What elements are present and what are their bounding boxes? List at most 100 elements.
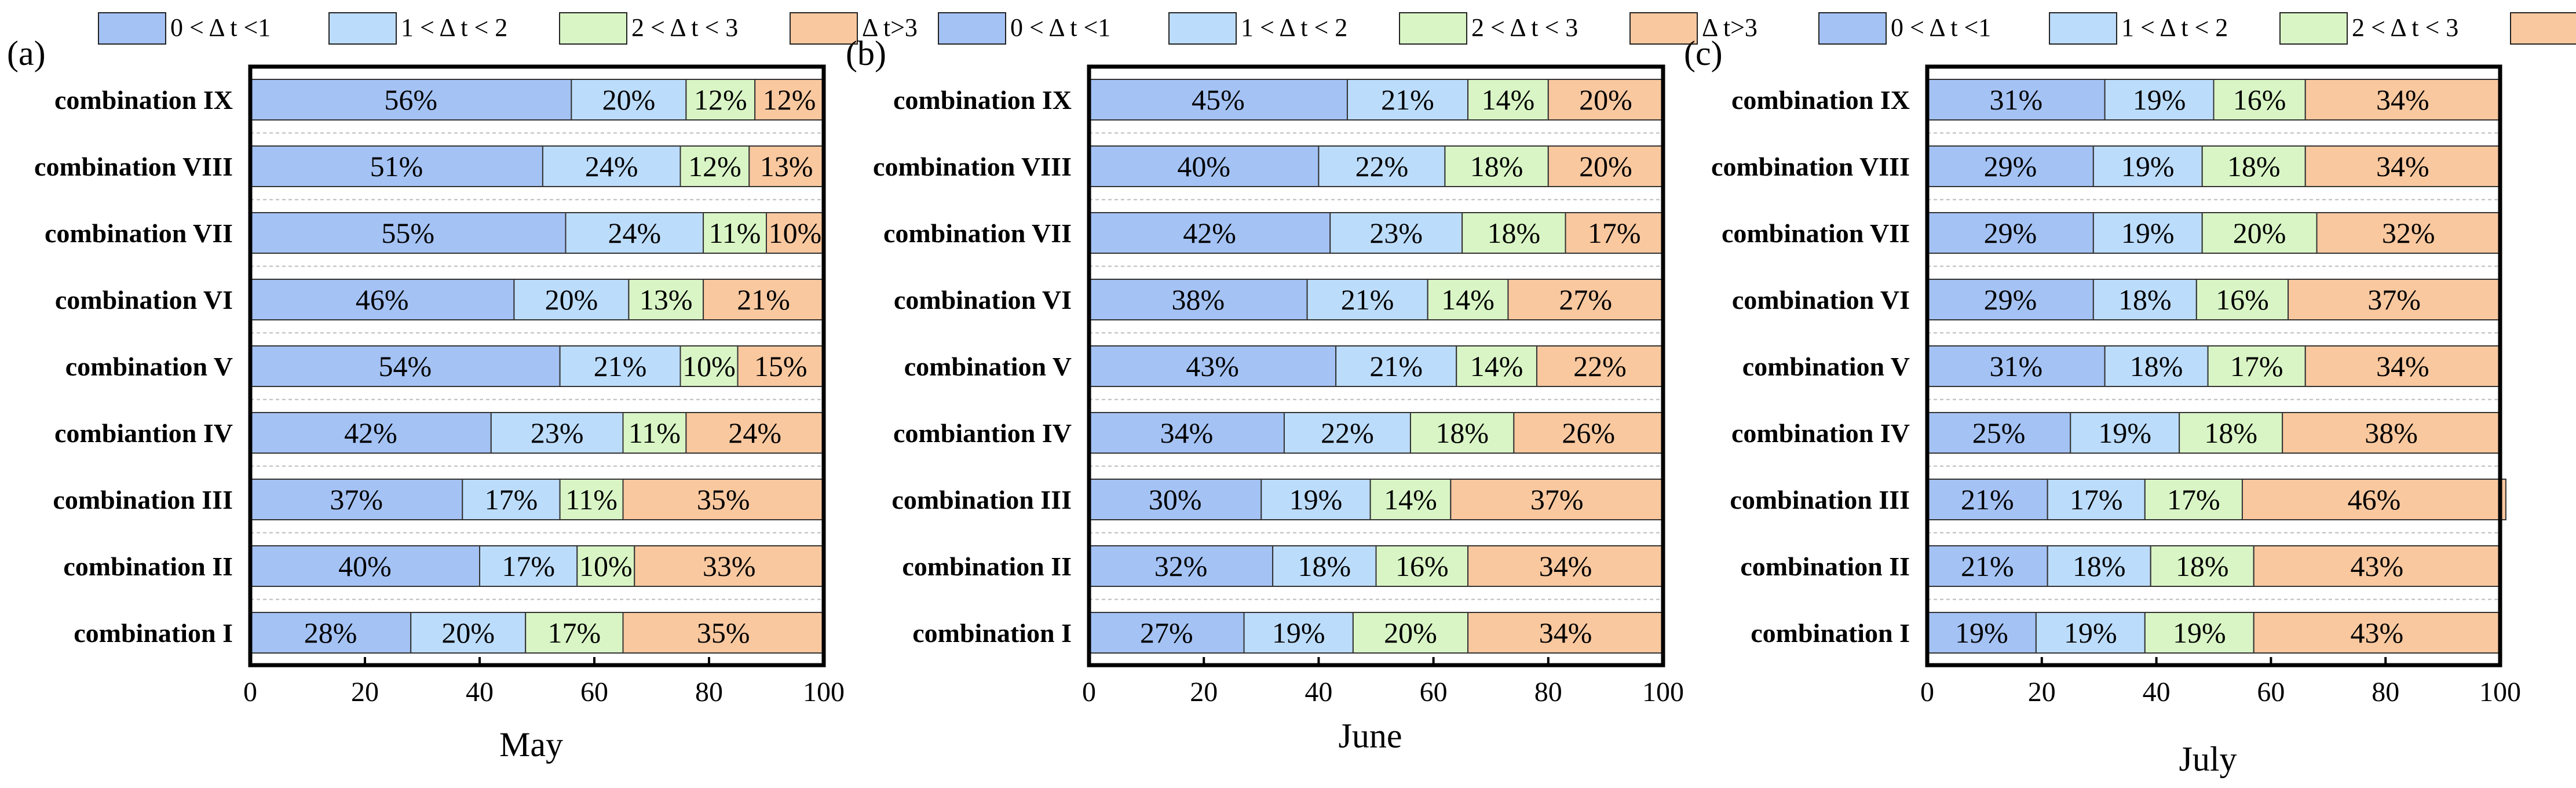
category-label: combination VI (55, 285, 233, 315)
bar-segment-2 (1318, 145, 1446, 187)
data-label: 18% (2176, 550, 2229, 582)
data-label: 51% (370, 150, 423, 183)
bar-segment-1 (1088, 279, 1308, 320)
data-label: 40% (1177, 150, 1230, 183)
bar-segment-2 (1283, 412, 1411, 454)
data-label: 21% (1961, 483, 2014, 516)
bar-segment-1 (1088, 212, 1331, 254)
bar-segment-3 (1461, 212, 1566, 254)
bar-segment-1 (1088, 412, 1285, 454)
bar-segment-1 (1927, 279, 2094, 320)
data-label: 37% (330, 483, 383, 516)
data-label: 21% (737, 283, 790, 316)
data-label: 20% (545, 283, 598, 316)
data-label: 19% (1955, 616, 2008, 649)
data-label: 21% (594, 350, 647, 382)
legend-swatch-3 (2279, 12, 2348, 45)
bar-segment-3 (679, 345, 739, 387)
legend-label-2: 1 < Δ t < 2 (1241, 13, 1347, 42)
data-label: 14% (1441, 283, 1495, 316)
data-label: 26% (1562, 417, 1615, 449)
legend-label-1: 0 < Δ t <1 (1010, 13, 1110, 42)
data-label: 38% (1171, 283, 1225, 316)
x-tick-label: 100 (2479, 677, 2521, 707)
bar-segment-2 (1272, 545, 1377, 587)
category-label: combination V (65, 352, 233, 381)
category-label: combination VIII (1711, 152, 1910, 181)
bar-segment-4 (2288, 279, 2501, 320)
category-label: combination I (74, 618, 233, 648)
bar-segment-2 (1243, 612, 1354, 654)
plot-frame (248, 64, 826, 667)
legend-label-4: Δ t>3 (1702, 13, 1757, 42)
bar-segment-2 (2047, 545, 2151, 587)
data-label: 23% (531, 417, 584, 449)
legend-swatch-1 (1818, 12, 1887, 45)
bar-segment-2 (2092, 212, 2203, 254)
data-label: 13% (760, 150, 813, 183)
bar-segment-3 (1467, 79, 1549, 121)
data-label: 18% (1488, 217, 1541, 249)
legend-swatch-3 (1399, 12, 1467, 45)
panel-letter: (b) (846, 34, 886, 72)
data-label: 27% (1140, 616, 1193, 649)
bar-segment-3 (2179, 412, 2283, 454)
bar-segment-3 (525, 612, 624, 654)
category-label: combination III (1730, 485, 1910, 515)
data-label: 16% (2233, 83, 2286, 116)
data-label: 21% (1961, 550, 2014, 582)
data-label: 12% (763, 83, 816, 116)
data-label: 11% (709, 217, 761, 249)
data-label: 19% (2173, 616, 2226, 649)
x-tick-label: 0 (243, 677, 257, 707)
bar-segment-1 (1927, 479, 2048, 520)
bar-segment-4 (1507, 279, 1664, 320)
data-label: 18% (2227, 150, 2281, 183)
data-label: 24% (585, 150, 638, 183)
data-label: 18% (2073, 550, 2126, 582)
data-label: 18% (1298, 550, 1351, 582)
data-label: 43% (2351, 550, 2404, 582)
bar-segment-2 (542, 145, 681, 187)
legend-label-1: 0 < Δ t <1 (170, 13, 271, 42)
data-label: 34% (2376, 350, 2429, 382)
data-label: 32% (2382, 217, 2435, 249)
bar-segment-2 (2035, 612, 2146, 654)
x-tick-label: 20 (2028, 677, 2056, 707)
category-label: combination II (1740, 552, 1910, 581)
bar-segment-2 (490, 412, 624, 454)
data-label: 21% (1369, 350, 1423, 382)
data-label: 32% (1154, 550, 1208, 582)
bar-segment-4 (1547, 145, 1664, 187)
data-label: 10% (579, 550, 633, 582)
bar-segment-1 (1927, 79, 2106, 121)
data-label: 29% (1984, 217, 2037, 249)
x-tick-label: 80 (695, 677, 723, 707)
data-label: 35% (697, 616, 750, 649)
bar-segment-3 (703, 212, 767, 254)
category-label: combination II (63, 552, 233, 581)
data-label: 22% (1355, 150, 1409, 183)
bar-segment-4 (622, 612, 824, 654)
data-label: 34% (1160, 417, 1214, 449)
data-label: 10% (769, 217, 822, 249)
bar-segment-3 (2150, 545, 2255, 587)
legend-label-3: 2 < Δ t < 3 (631, 13, 738, 42)
bar-segment-2 (1260, 479, 1371, 520)
category-label: combination VII (1722, 218, 1910, 248)
data-label: 56% (384, 83, 437, 116)
bar-segment-2 (2092, 279, 2197, 320)
bar-segment-4 (1450, 479, 1664, 520)
data-label: 17% (2167, 483, 2220, 516)
data-label: 19% (1272, 616, 1325, 649)
data-label: 18% (1470, 150, 1523, 183)
bar-segment-3 (1456, 345, 1537, 387)
bar-segment-2 (2047, 479, 2146, 520)
data-label: 34% (2376, 83, 2429, 116)
bar-segment-4 (622, 479, 824, 520)
bar-segment-4 (2304, 79, 2501, 121)
legend-label-2: 1 < Δ t < 2 (2121, 13, 2228, 42)
data-label: 19% (2121, 217, 2175, 249)
data-label: 23% (1369, 217, 1423, 249)
